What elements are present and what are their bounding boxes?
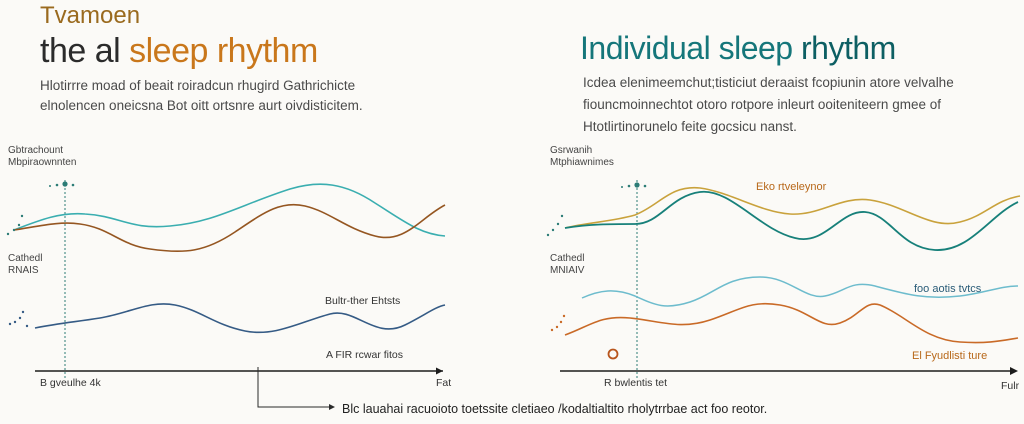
right-desc-line2: fiouncmoinnechtot otoro rotpore inleurt …: [583, 97, 941, 112]
left-x-start-label: B gveulhe 4k: [40, 377, 101, 389]
right-wave-label-1: Eko rtveleynor: [756, 181, 827, 193]
left-top-label-line1: Gbtrachount: [8, 145, 64, 156]
right-mid-label-line2: MNIAIV: [550, 265, 585, 276]
left-x-axis-arrow: [436, 367, 443, 375]
right-mid-dots: [550, 314, 566, 332]
left-teal-wave: [13, 183, 446, 237]
left-top-label-line2: Mbpiraownnten: [8, 157, 77, 168]
left-description: Hlotirrre moad of beait roiradcun rhugir…: [40, 76, 363, 116]
right-top-label-line1: Gsrwanih: [550, 145, 593, 156]
right-orange-wave: [564, 302, 1019, 344]
right-top-dots: [546, 214, 564, 237]
left-title-line1: Tvamoen: [40, 2, 141, 29]
left-title-prefix: the al: [40, 32, 130, 70]
left-x-end-label: Fat: [436, 377, 452, 389]
left-mid-label-line1: Cathedl: [8, 253, 43, 264]
left-wave-label-2: A FIR rcwar fitos: [326, 349, 404, 361]
right-light-teal-wave: [581, 276, 1019, 307]
right-x-axis-arrow: [1010, 367, 1018, 375]
left-wave-label-1: Bultr-ther Ehtsts: [325, 295, 401, 307]
left-mid-label: Cathedl RNAIS: [8, 253, 42, 277]
right-description: Icdea elenimeemchut;tisticiut deraaist f…: [583, 72, 954, 138]
left-mid-label-line2: RNAIS: [8, 265, 39, 276]
right-title: Individual sleep rhythm: [580, 30, 896, 67]
right-desc-line3: Htotlirtinorunelo feite gocsicu nanst.: [583, 119, 797, 134]
left-desc-line1: Hlotirrre moad of beait roiradcun rhugir…: [40, 78, 356, 93]
left-brown-wave: [13, 203, 446, 253]
right-orange-circle-marker: [607, 348, 619, 360]
right-wave-label-2: foo aotis tvtcs: [914, 283, 982, 295]
right-title-prefix: Individual sleep: [580, 30, 801, 66]
right-top-label-line2: Mtphiawnimes: [550, 157, 614, 168]
right-x-start-label: R bwlentis tet: [604, 377, 668, 389]
right-wave-label-3: El Fyudlisti ture: [912, 350, 988, 362]
right-mid-label-line1: Cathedl: [550, 253, 585, 264]
right-gold-wave: [564, 187, 1021, 229]
left-desc-line2: elnolencen oneicsna Bot oitt ortsnre aur…: [40, 98, 363, 113]
left-top-label: Gbtrachount Mbpiraownnten: [8, 145, 76, 169]
footer-connector: [257, 367, 330, 408]
right-desc-line1: Icdea elenimeemchut;tisticiut deraaist f…: [583, 75, 954, 90]
left-top-dots: [6, 214, 24, 236]
left-mid-dots: [8, 310, 29, 328]
left-title-accent: sleep rhythm: [129, 32, 318, 70]
right-marker-icon: [621, 182, 647, 188]
footer-connector-arrow: [329, 404, 335, 410]
right-top-label: Gsrwanih Mtphiawnimes: [550, 145, 614, 169]
right-x-end-label: Fulr: [1001, 380, 1020, 392]
left-marker-icon: [49, 181, 75, 187]
right-dark-teal-wave: [564, 191, 1019, 251]
right-title-accent: rhythm: [800, 30, 896, 66]
left-navy-wave: [34, 303, 446, 334]
right-mid-label: Cathedl MNIAIV: [550, 253, 584, 277]
footer-note: Blc lauahai racuoioto toetssite cletiaeo…: [342, 402, 768, 416]
left-title: the al sleep rhythm: [40, 32, 318, 71]
